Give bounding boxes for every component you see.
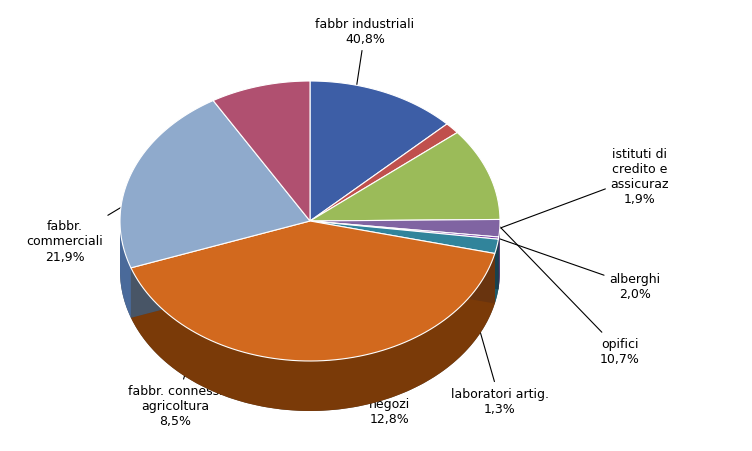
Polygon shape (120, 221, 131, 318)
Text: laboratori artig.
1,3%: laboratori artig. 1,3% (427, 148, 549, 415)
Text: alberghi
2,0%: alberghi 2,0% (468, 228, 660, 300)
Polygon shape (310, 221, 499, 290)
Polygon shape (310, 221, 499, 239)
Text: fabbr industriali
40,8%: fabbr industriali 40,8% (315, 18, 414, 333)
Polygon shape (310, 133, 500, 221)
Text: istituti di
credito e
assicuraz
1,9%: istituti di credito e assicuraz 1,9% (465, 147, 669, 241)
Polygon shape (310, 220, 500, 238)
Polygon shape (310, 221, 495, 304)
Text: fabbr.
commerciali
21,9%: fabbr. commerciali 21,9% (26, 184, 161, 263)
Text: opifici
10,7%: opifici 10,7% (459, 184, 640, 365)
Polygon shape (310, 82, 447, 221)
Polygon shape (310, 221, 495, 304)
Text: negozi
12,8%: negozi 12,8% (369, 119, 411, 425)
Polygon shape (310, 221, 499, 254)
Text: fabbr. connessi
agricoltura
8,5%: fabbr. connessi agricoltura 8,5% (128, 114, 268, 428)
Polygon shape (131, 221, 495, 361)
Ellipse shape (120, 132, 500, 411)
Polygon shape (310, 124, 457, 221)
Polygon shape (131, 221, 310, 318)
Polygon shape (120, 101, 310, 268)
Polygon shape (495, 239, 499, 304)
Polygon shape (214, 82, 310, 221)
Polygon shape (310, 221, 499, 287)
Polygon shape (131, 221, 310, 318)
Polygon shape (499, 220, 500, 287)
Polygon shape (310, 221, 499, 287)
Polygon shape (310, 221, 499, 290)
Polygon shape (131, 254, 495, 411)
